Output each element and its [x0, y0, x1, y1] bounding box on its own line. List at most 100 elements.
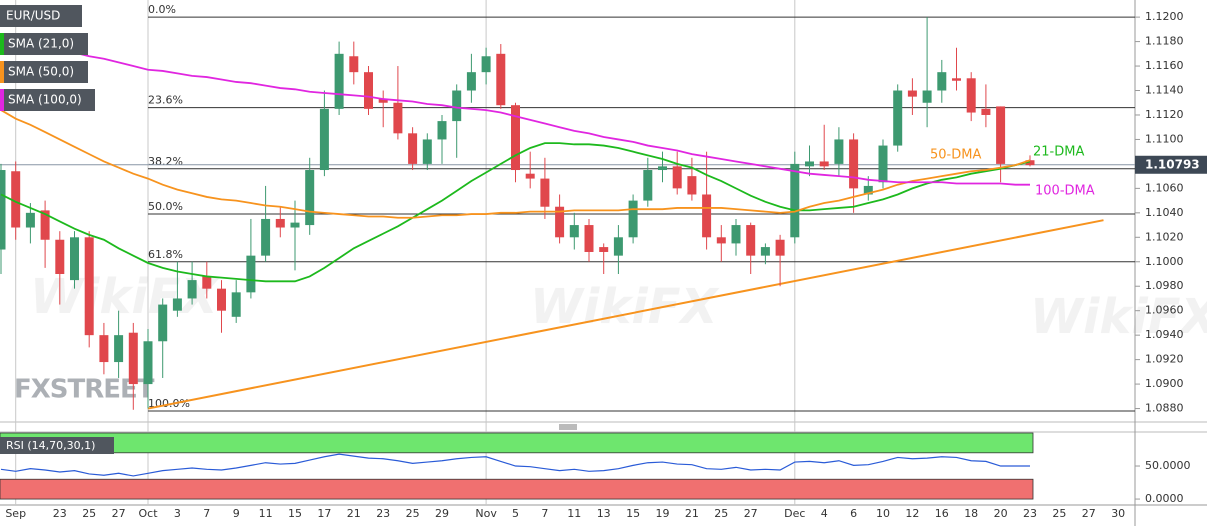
y-tick-label: 1.1020	[1145, 230, 1184, 243]
candle-body	[1025, 160, 1035, 166]
candle-body	[364, 72, 373, 109]
x-tick-label: 16	[935, 507, 949, 520]
x-tick-label: 25	[714, 507, 728, 520]
fib-label: 0.0%	[148, 3, 176, 16]
candle-body	[422, 139, 432, 164]
annotation: 100-DMA	[1035, 184, 1095, 199]
annotation: 21-DMA	[1033, 145, 1084, 160]
x-tick-label: 25	[1052, 507, 1066, 520]
legend-swatch	[0, 89, 4, 111]
sma-line	[0, 142, 1031, 283]
y-tick-label: 1.1160	[1145, 59, 1184, 72]
x-tick-label: 9	[233, 507, 240, 520]
candle-body	[187, 280, 197, 299]
x-tick-label: 23	[1023, 507, 1037, 520]
candle-body	[805, 161, 814, 167]
x-tick-label: 27	[1082, 507, 1096, 520]
y-tick-label: 1.1100	[1145, 132, 1184, 145]
candle-body	[584, 225, 594, 252]
candle-body	[658, 166, 667, 171]
candle-body	[70, 237, 79, 281]
sma-line	[0, 34, 1030, 186]
x-tick-label: 7	[203, 507, 210, 520]
x-tick-label: 12	[905, 507, 919, 520]
candle-body	[952, 78, 961, 81]
y-tick-label: 1.0900	[1145, 377, 1184, 390]
candle-body	[569, 225, 579, 238]
y-tick-label: 1.1200	[1145, 10, 1184, 23]
candle-body	[643, 170, 653, 201]
fib-label: 50.0%	[148, 200, 183, 213]
candle-body	[907, 90, 917, 97]
candle-body	[760, 247, 770, 256]
candle-body	[246, 255, 256, 293]
legend-label: SMA (50,0)	[8, 65, 74, 79]
y-tick-label: 1.0940	[1145, 328, 1184, 341]
candle-body	[540, 178, 550, 207]
sma-line	[0, 109, 1031, 219]
candle-body	[819, 161, 829, 167]
x-tick-label: 27	[744, 507, 758, 520]
candle-body	[334, 53, 344, 109]
candle-body	[878, 145, 888, 183]
y-tick-label: 1.1140	[1145, 84, 1184, 97]
candle-body	[452, 90, 462, 122]
legend-label: EUR/USD	[6, 9, 60, 23]
candle-body	[99, 335, 109, 363]
candle-body	[849, 139, 859, 189]
candle-body	[628, 200, 638, 238]
candle-body	[672, 166, 682, 189]
candle-body	[128, 332, 138, 385]
x-tick-label: 4	[821, 507, 828, 520]
x-tick-label: 25	[406, 507, 420, 520]
candle-body	[172, 298, 182, 311]
candle-body	[319, 108, 329, 171]
x-tick-label: 3	[174, 507, 181, 520]
x-tick-label: 21	[347, 507, 361, 520]
x-tick-label: Nov	[475, 507, 497, 520]
x-tick-label: 13	[597, 507, 611, 520]
legend-swatch	[0, 33, 4, 55]
x-tick-label: 20	[994, 507, 1008, 520]
candle-body	[114, 335, 124, 363]
legend-box	[0, 5, 82, 27]
candle-body	[731, 225, 741, 244]
candle-body	[290, 222, 300, 228]
y-tick-label: 1.0920	[1145, 353, 1184, 366]
x-tick-label: Sep	[5, 507, 26, 520]
x-tick-label: 11	[259, 507, 273, 520]
x-tick-label: 29	[435, 507, 449, 520]
candle-body	[702, 194, 712, 238]
candle-body	[863, 185, 873, 195]
candle-body	[496, 53, 506, 106]
last-price-label: 1.10793	[1145, 157, 1200, 171]
x-tick-label: 11	[567, 507, 581, 520]
candle-body	[305, 170, 315, 226]
candle-body	[11, 171, 21, 228]
candle-body	[525, 173, 535, 179]
x-tick-label: 15	[288, 507, 302, 520]
candle-body	[790, 163, 800, 238]
candle-body	[775, 239, 785, 256]
candle-body	[996, 106, 1006, 164]
x-tick-label: 5	[512, 507, 519, 520]
rsi-tick-label: 50.0000	[1145, 459, 1191, 472]
x-tick-label: 25	[82, 507, 96, 520]
candle-body	[746, 225, 756, 256]
x-tick-label: 7	[541, 507, 548, 520]
candle-body	[55, 239, 65, 274]
legend-box	[0, 89, 95, 111]
candle-body	[466, 72, 476, 91]
rsi-title: RSI (14,70,30,1)	[6, 439, 95, 452]
candle-body	[437, 121, 447, 140]
candle-body	[408, 133, 418, 164]
rsi-title-box	[0, 437, 114, 454]
candle-body	[613, 237, 623, 256]
candle-body	[40, 210, 50, 240]
resize-handle[interactable]	[559, 424, 577, 430]
candle-body	[202, 276, 212, 289]
legend-swatch	[0, 61, 4, 83]
legend-label: SMA (21,0)	[8, 37, 74, 51]
y-tick-label: 1.1120	[1145, 108, 1184, 121]
fib-label: 38.2%	[148, 155, 183, 168]
